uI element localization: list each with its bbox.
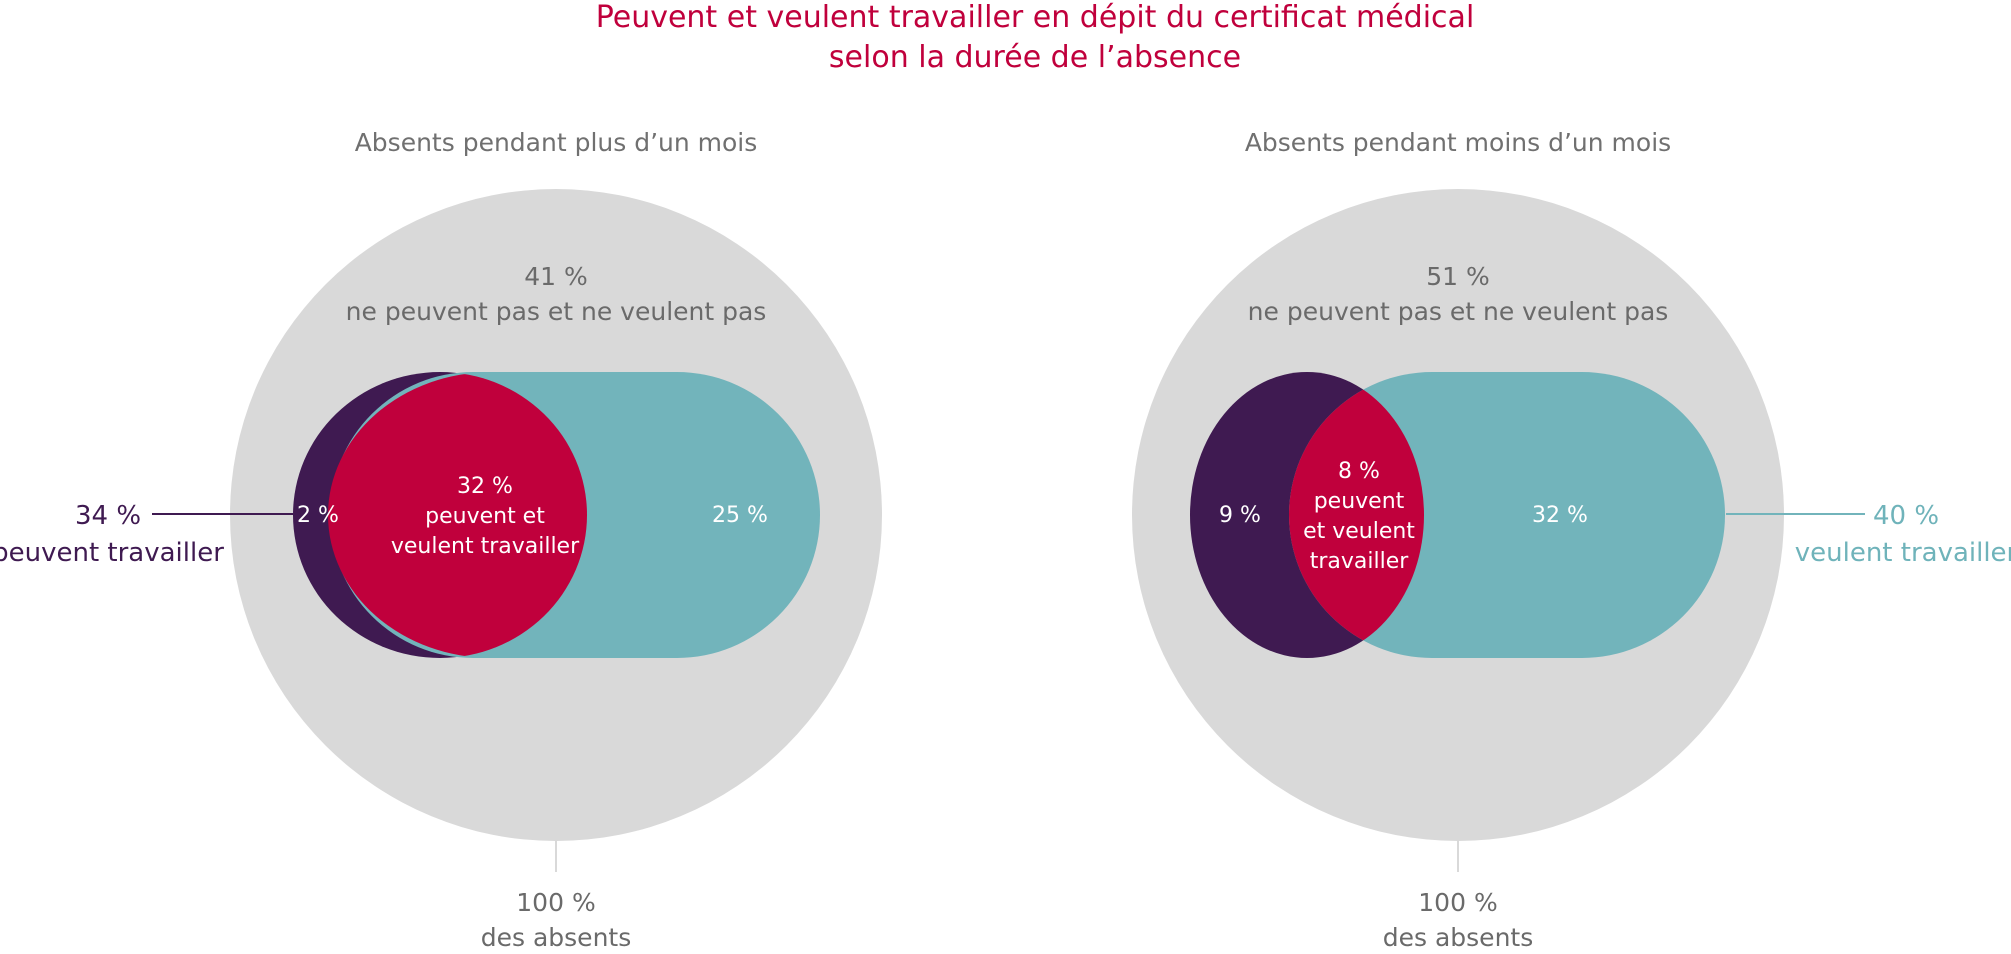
panel-right-title: Absents pendant moins d’un mois (1245, 128, 1671, 157)
panel-left-peuvent-only-pct: 2 % (297, 503, 339, 528)
panel-right-both-line1: peuvent (1314, 489, 1405, 514)
panel-right-callout-text: veulent travailler (1795, 538, 2011, 568)
chart-title-line2: selon la durée de l’absence (829, 40, 1241, 75)
panel-right-total-pct: 100 % (1418, 888, 1497, 917)
panel-right-neither-text: ne peuvent pas et ne veulent pas (1248, 297, 1669, 326)
chart-title-line1: Peuvent et veulent travailler en dépit d… (596, 0, 1475, 35)
panel-left-total-pct: 100 % (516, 888, 595, 917)
panel-right-neither-pct: 51 % (1426, 262, 1490, 291)
panel-left-callout-text: peuvent travailler (0, 538, 224, 568)
panel-right-veulent-only-pct: 32 % (1532, 503, 1588, 528)
panel-left-veulent-only-pct: 25 % (712, 503, 768, 528)
panel-right-both-line3: travailler (1310, 549, 1410, 574)
panel-right-both-shape (1289, 372, 1424, 658)
panel-right-total-text: des absents (1383, 923, 1534, 952)
panel-right-peuvent-only-pct: 9 % (1219, 503, 1261, 528)
panel-right-callout-pct: 40 % (1873, 501, 1939, 531)
panel-left: Absents pendant plus d’un mois 41 % ne p… (0, 128, 882, 952)
panel-left-callout-pct: 34 % (75, 501, 141, 531)
panel-right-both-pct: 8 % (1338, 459, 1380, 484)
panel-left-both-line1: peuvent et (425, 504, 545, 529)
panel-right: Absents pendant moins d’un mois 51 % ne … (1132, 128, 2011, 952)
panel-left-both-line2: veulent travailler (391, 534, 580, 559)
panel-left-neither-text: ne peuvent pas et ne veulent pas (346, 297, 767, 326)
panel-left-total-text: des absents (481, 923, 632, 952)
panel-right-both-line2: et veulent (1303, 519, 1415, 544)
panel-left-title: Absents pendant plus d’un mois (355, 128, 758, 157)
panel-left-both-pct: 32 % (457, 474, 513, 499)
panel-left-neither-pct: 41 % (524, 262, 588, 291)
